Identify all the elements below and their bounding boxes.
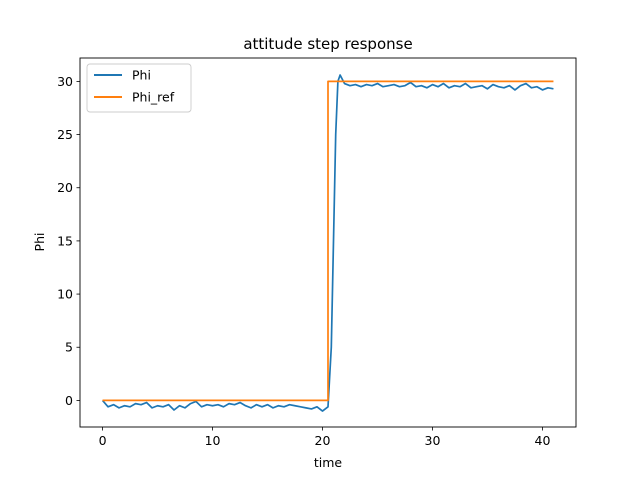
x-axis-label: time [314, 455, 343, 470]
legend-label-phi: Phi [132, 68, 151, 83]
x-tick-label: 20 [315, 433, 331, 448]
legend: Phi Phi_ref [86, 63, 192, 113]
y-axis: 0 5 10 15 20 25 30 [57, 74, 80, 408]
y-tick-label: 30 [57, 74, 73, 89]
legend-label-phi-ref: Phi_ref [132, 90, 175, 105]
y-tick-label: 25 [57, 127, 73, 142]
y-tick-label: 15 [57, 233, 73, 248]
y-axis-label: Phi [32, 233, 47, 252]
y-tick-label: 0 [65, 393, 73, 408]
y-tick-label: 10 [57, 287, 73, 302]
x-tick-label: 0 [99, 433, 107, 448]
series-line-phi-ref [102, 80, 554, 402]
x-tick-label: 10 [205, 433, 221, 448]
x-tick-label: 40 [535, 433, 551, 448]
series-line-phi [101, 74, 554, 412]
chart-title: attitude step response [243, 35, 412, 53]
x-axis: 0 10 20 30 40 [99, 427, 551, 448]
plot-frame [79, 57, 577, 428]
plot-lines [101, 74, 554, 412]
x-tick-label: 30 [425, 433, 441, 448]
y-tick-label: 20 [57, 180, 73, 195]
y-tick-label: 5 [65, 340, 73, 355]
